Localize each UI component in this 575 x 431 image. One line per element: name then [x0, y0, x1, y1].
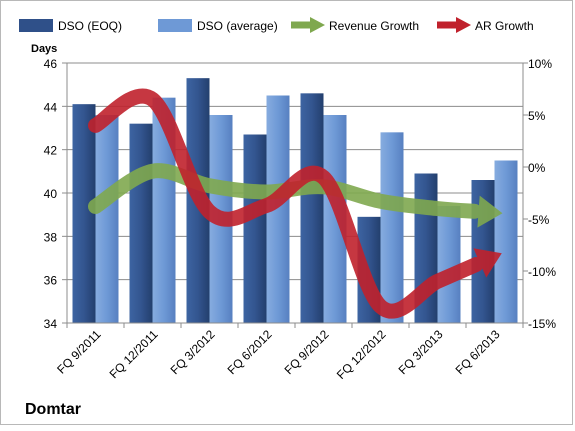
left-tick-label: 34: [44, 317, 58, 331]
legend-swatch-revenue-growth: [291, 17, 325, 33]
bar-dso-eoq-fq-9-2011: [72, 104, 96, 324]
x-tick-label-fq-12-2012: FQ 12/2012: [334, 327, 389, 382]
bar-dso-average-fq-9-2011: [95, 115, 119, 323]
x-axis-ticks: FQ 9/2011 FQ 12/2011 FQ 3/2012 FQ 6/2012 FQ …: [54, 327, 503, 382]
legend: DSO (EOQ) DSO (average) Revenue Growth A…: [19, 17, 534, 33]
right-tick-label: -15%: [528, 317, 556, 331]
legend-label-dso-eoq: DSO (EOQ): [58, 19, 122, 33]
x-tick-label-fq-6-2013: FQ 6/2013: [453, 327, 503, 377]
bar-dso-average-fq-3-2013: [437, 206, 461, 323]
bars: [72, 78, 518, 324]
x-tick-label-fq-9-2012: FQ 9/2012: [282, 327, 332, 377]
line-ar-growth: [88, 88, 502, 319]
left-tick-label: 38: [44, 230, 58, 244]
line-path-ar-growth: [88, 88, 484, 319]
x-tick-label-fq-3-2012: FQ 3/2012: [168, 327, 218, 377]
left-axis-ticks: 34 36 38 40 42 44 46: [44, 57, 58, 331]
legend-swatch-dso-eoq: [19, 19, 53, 32]
bar-dso-eoq-fq-6-2012: [243, 134, 267, 323]
bar-dso-average-fq-6-2012: [266, 95, 290, 323]
growth-lines: [88, 88, 503, 319]
x-tick-label-fq-9-2011: FQ 9/2011: [54, 327, 104, 377]
arrowhead-revenue-growth: [477, 195, 503, 228]
left-tick-label: 42: [44, 144, 58, 158]
company-name: Domtar: [25, 401, 81, 418]
left-axis-title: Days: [31, 43, 57, 55]
left-tick-label: 46: [44, 57, 58, 71]
left-tick-label: 44: [44, 100, 58, 114]
bar-dso-eoq-fq-9-2012: [300, 93, 324, 323]
bar-dso-average-fq-6-2013: [494, 160, 518, 323]
x-tick-label-fq-6-2012: FQ 6/2012: [225, 327, 275, 377]
right-tick-label: -5%: [528, 213, 550, 227]
x-tick-label-fq-3-2013: FQ 3/2013: [396, 327, 446, 377]
bar-dso-average-fq-9-2012: [323, 115, 347, 323]
bar-dso-average-fq-12-2011: [152, 97, 176, 324]
right-tick-label: -10%: [528, 265, 556, 279]
left-tick-label: 36: [44, 274, 58, 288]
legend-label-dso-average: DSO (average): [197, 19, 278, 33]
right-tick-label: 10%: [528, 57, 552, 71]
bar-dso-eoq-fq-12-2011: [129, 123, 153, 324]
right-tick-label: 0%: [528, 161, 546, 175]
arrowhead-ar-growth: [473, 248, 502, 278]
legend-label-revenue-growth: Revenue Growth: [329, 19, 419, 33]
bar-dso-average-fq-12-2012: [380, 132, 404, 323]
right-axis-ticks: -15% -10% -5% 0% 5% 10%: [528, 57, 556, 331]
legend-label-ar-growth: AR Growth: [475, 19, 534, 33]
axes: [62, 62, 528, 328]
left-tick-label: 40: [44, 187, 58, 201]
legend-swatch-dso-average: [158, 19, 192, 32]
legend-swatch-ar-growth: [437, 17, 471, 33]
x-tick-label-fq-12-2011: FQ 12/2011: [107, 327, 161, 381]
right-tick-label: 5%: [528, 109, 546, 123]
